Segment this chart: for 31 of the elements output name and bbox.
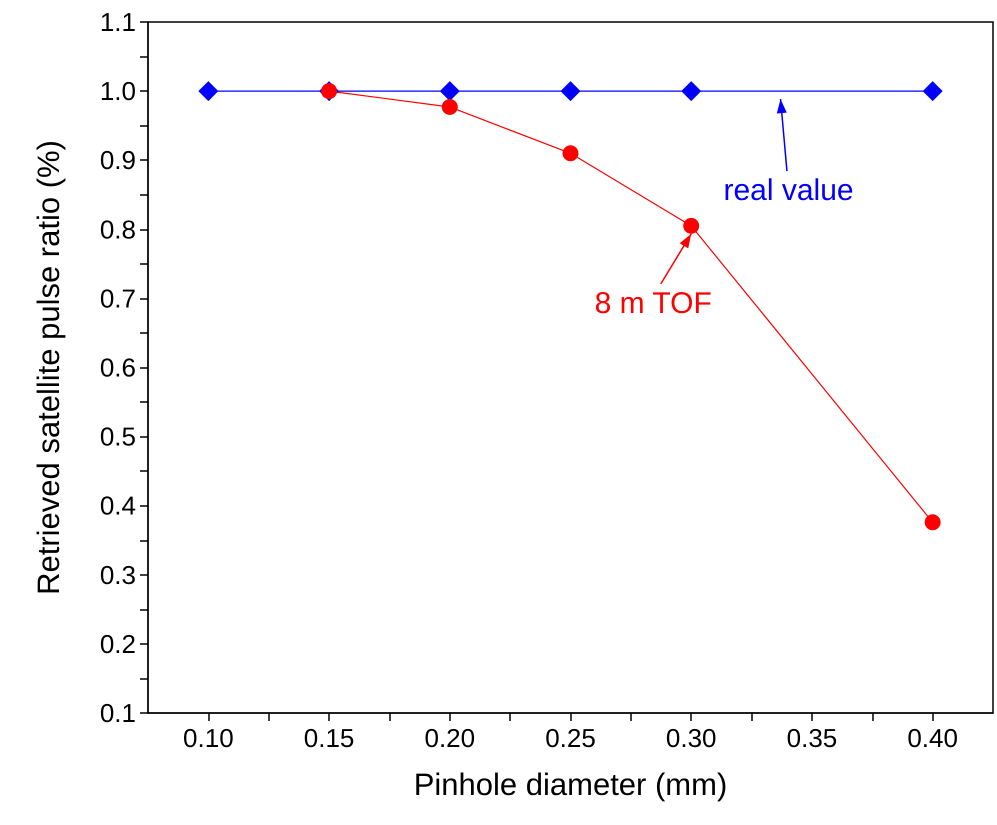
y-tick-label: 0.1 (100, 698, 136, 728)
y-tick-label: 1.0 (100, 76, 136, 106)
x-tick-label: 0.30 (666, 723, 717, 753)
x-tick-label: 0.10 (183, 723, 234, 753)
x-tick-label: 0.15 (304, 723, 354, 753)
point (442, 98, 458, 115)
x-tick-label: 0.20 (424, 723, 476, 753)
point (681, 81, 702, 102)
y-tick-label: 0.9 (100, 145, 136, 176)
y-tick-label: 0.3 (100, 560, 136, 590)
y-tick-label: 0.8 (100, 214, 136, 244)
point (683, 218, 700, 234)
x-axis-title: Pinhole diameter (mm) (414, 767, 728, 802)
point (924, 514, 941, 530)
y-tick-label: 0.4 (100, 490, 136, 521)
point (440, 81, 460, 102)
point (922, 81, 943, 102)
point (198, 81, 218, 102)
annotation: 8 m TOF (594, 286, 712, 321)
y-tick-label: 0.7 (100, 283, 136, 314)
x-tick-label: 0.25 (545, 723, 596, 753)
point (562, 145, 578, 162)
annotation: real value (723, 174, 854, 208)
y-tick-label: 0.5 (100, 422, 136, 452)
y-tick-label: 0.6 (100, 352, 136, 382)
y-axis-title: Retrieved satellite pulse ratio (%) (31, 140, 66, 595)
point (560, 81, 580, 102)
y-tick-label: 0.2 (100, 628, 136, 659)
y-tick-label: 1.1 (100, 7, 136, 37)
x-tick-label: 0.35 (786, 723, 838, 753)
x-tick-label: 0.40 (907, 723, 958, 753)
